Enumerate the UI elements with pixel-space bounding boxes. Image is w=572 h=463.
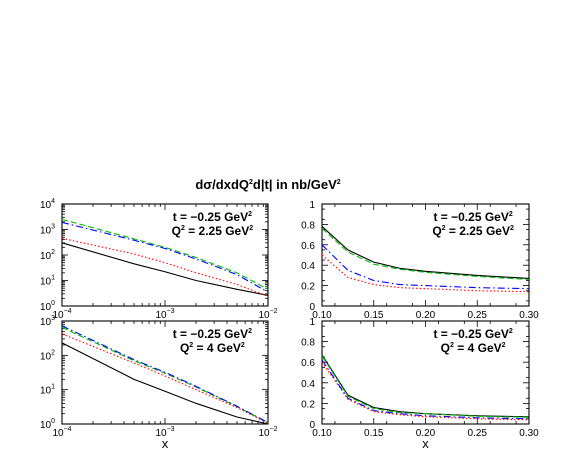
y-tick-label: 0 — [309, 302, 315, 313]
x-tick-label: 0.30 — [519, 428, 539, 439]
y-tick-label: 104 — [40, 198, 55, 211]
series-line-dashed — [61, 326, 269, 424]
x-tick-label: 0.25 — [468, 310, 488, 321]
x-tick-label: 0.15 — [364, 428, 384, 439]
x-tick-label: 10−2 — [258, 426, 277, 439]
figure-title: dσ/dxdQ2d|t| in nb/GeV2 — [195, 177, 340, 192]
annotation-q2: Q2 = 2.25 GeV2 — [432, 224, 514, 238]
series-line-dashed — [321, 355, 530, 418]
y-tick-label: 0.4 — [301, 379, 315, 390]
y-tick-label: 0 — [309, 420, 315, 431]
x-tick-label: 0.10 — [312, 310, 332, 321]
y-tick-label: 0.4 — [301, 261, 315, 272]
series-line-dashdot — [321, 359, 530, 420]
series-line-solid — [61, 242, 269, 296]
series-line-solid — [61, 342, 269, 425]
y-tick-label: 1 — [309, 200, 315, 211]
y-tick-label: 101 — [40, 275, 55, 288]
x-tick-label: 10−2 — [258, 308, 277, 321]
annotation-t: t = −0.25 GeV2 — [173, 327, 252, 341]
panel-top-left: 10−4 10−3 10−2 100 101 102 103 104 t = −0.25 GeV… — [40, 198, 278, 321]
series-line-solid — [321, 354, 530, 418]
y-tick-label: 0.8 — [301, 220, 315, 231]
x-tick-label: 0.15 — [364, 310, 384, 321]
series-line-dotted — [61, 237, 269, 297]
y-tick-label: 100 — [40, 300, 55, 313]
y-tick-label: 101 — [40, 384, 55, 397]
y-tick-label: 103 — [40, 224, 55, 237]
y-tick-label: 100 — [40, 418, 55, 431]
x-tick-label: 10−4 — [52, 308, 71, 321]
x-tick-label: 0.30 — [519, 310, 539, 321]
y-tick-label: 0.2 — [301, 282, 315, 293]
annotation-t: t = −0.25 GeV2 — [433, 327, 512, 341]
series-line-dotted — [321, 361, 530, 421]
y-tick-label: 102 — [40, 249, 55, 262]
series-line-dashdot — [61, 221, 269, 293]
x-tick-label: 0.20 — [416, 428, 436, 439]
y-tick-label: 0.8 — [301, 338, 315, 349]
x-tick-label: 0.25 — [468, 428, 488, 439]
panel-top-right: 0.10 0.15 0.20 0.25 0.30 0 0.2 0.4 0.6 0.8 1 t = −0… — [301, 200, 539, 321]
x-axis-label: x — [162, 436, 169, 451]
x-tick-label: 0.20 — [416, 310, 436, 321]
series-line-dashdot — [321, 244, 530, 290]
y-tick-label: 102 — [40, 349, 55, 362]
y-tick-label: 1 — [309, 317, 315, 328]
panel-bottom-left: 10−4 10−3 10−2 100 101 102 103 t = −0.25 GeV2Q2… — [40, 315, 278, 451]
annotation-t: t = −0.25 GeV2 — [173, 210, 252, 224]
series-line-solid — [321, 226, 530, 280]
y-tick-label: 0.6 — [301, 241, 315, 252]
annotation-q2: Q2 = 4 GeV2 — [441, 341, 506, 355]
x-tick-label: 10−4 — [52, 426, 71, 439]
annotation-q2: Q2 = 2.25 GeV2 — [172, 224, 254, 238]
x-tick-label: 0.10 — [312, 428, 332, 439]
x-tick-label: 10−3 — [155, 426, 174, 439]
series-line-dashed — [321, 228, 530, 281]
y-tick-label: 103 — [40, 315, 55, 328]
x-tick-label: 10−3 — [155, 308, 174, 321]
y-tick-label: 0.2 — [301, 399, 315, 410]
series-line-dotted — [321, 254, 530, 293]
annotation-q2: Q2 = 4 GeV2 — [180, 341, 245, 355]
annotation-t: t = −0.25 GeV2 — [433, 210, 512, 224]
y-tick-label: 0.6 — [301, 358, 315, 369]
x-axis-label: x — [422, 436, 429, 451]
panel-bottom-right: 0.10 0.15 0.20 0.25 0.30 0 0.2 0.4 0.6 0.8 1 t = −0… — [301, 317, 539, 451]
